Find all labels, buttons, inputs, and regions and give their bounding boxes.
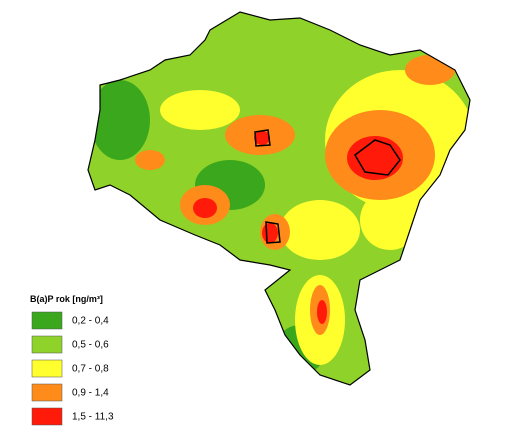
legend-swatch	[31, 407, 63, 426]
legend-swatch	[31, 311, 63, 330]
legend-title: B(a)P rok [ng/m³]	[30, 294, 103, 304]
city-border	[254, 129, 271, 147]
legend-swatch	[31, 359, 63, 378]
legend: 0,2 - 0,4 0,5 - 0,6 0,7 - 0,8 0,9 - 1,4 1,5 …	[31, 311, 114, 426]
legend-label: 0,2 - 0,4	[72, 316, 109, 327]
legend-label: 1,5 - 11,3	[72, 412, 114, 423]
legend-swatch	[31, 335, 63, 354]
legend-label: 0,7 - 0,8	[72, 364, 109, 375]
concentration-map	[88, 12, 470, 385]
city-border	[265, 221, 281, 244]
legend-label: 0,5 - 0,6	[72, 340, 109, 351]
city-border	[354, 139, 401, 176]
legend-label: 0,9 - 1,4	[72, 388, 109, 399]
legend-swatch	[31, 383, 63, 402]
